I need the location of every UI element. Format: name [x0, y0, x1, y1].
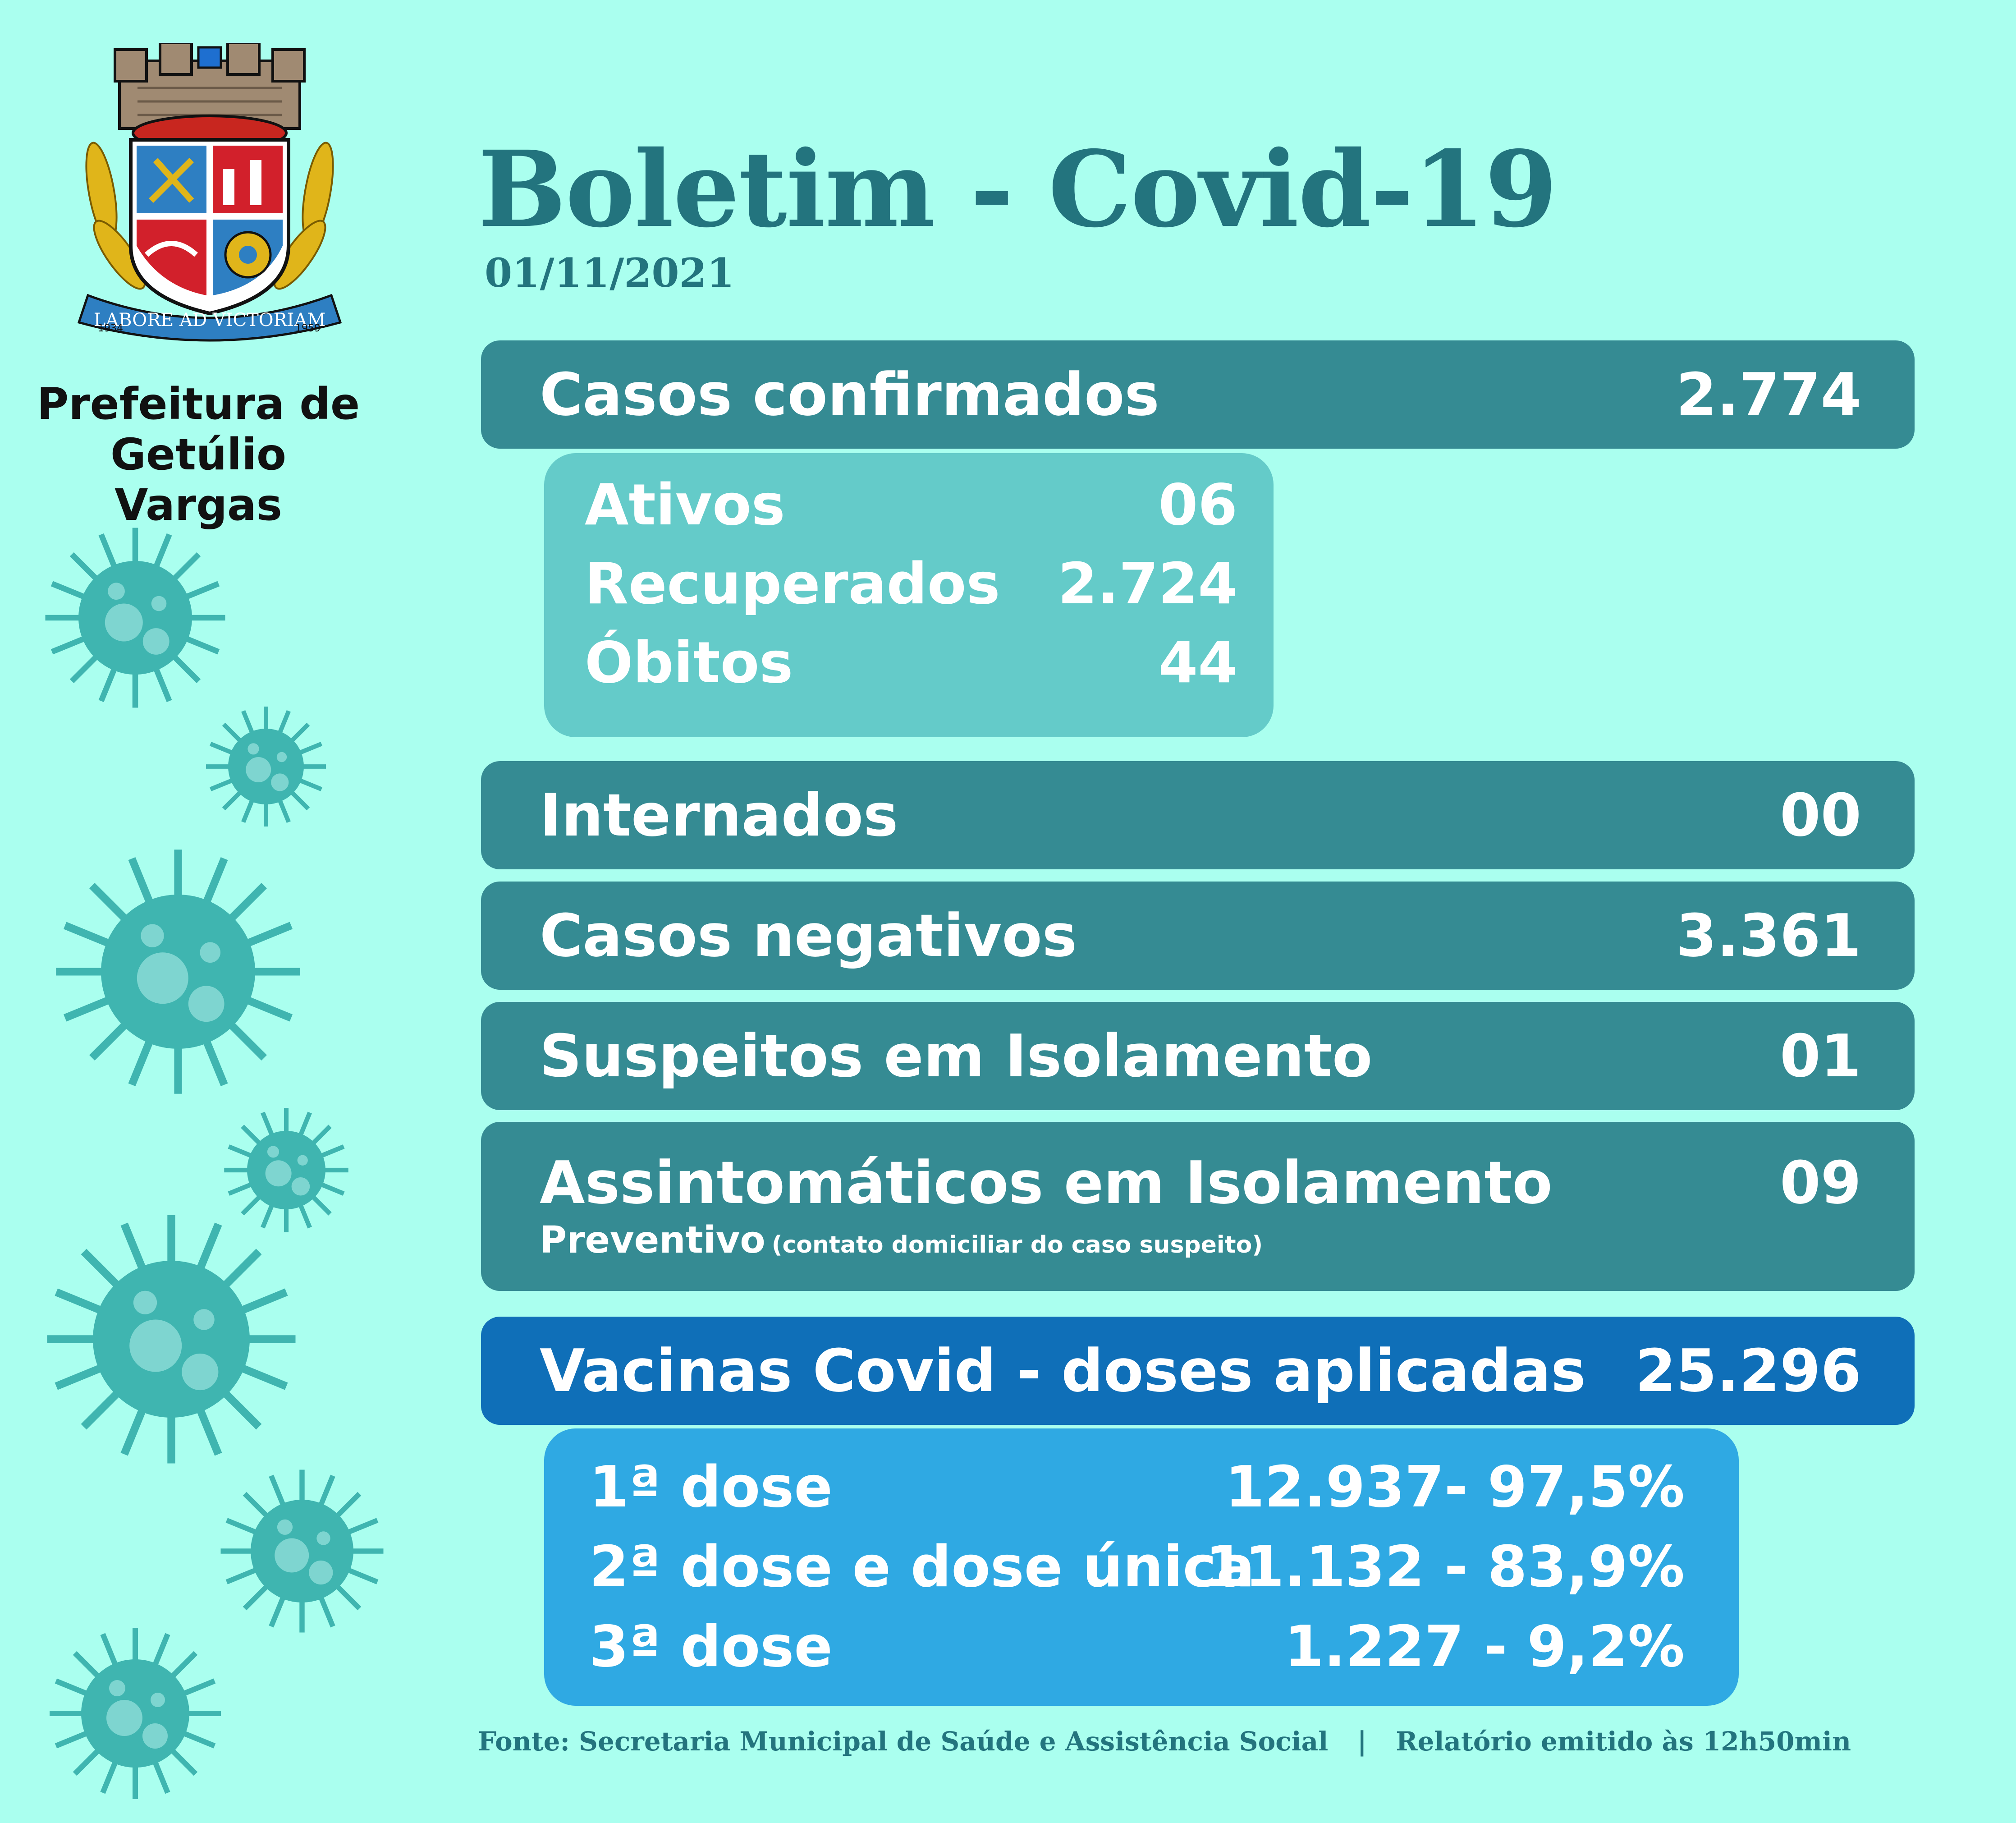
bulletin-date: 01/11/2021: [485, 250, 734, 295]
dose1-label: 1ª dose: [589, 1453, 833, 1521]
active-value: 06: [1159, 471, 1237, 539]
vaccines-label: Vacinas Covid - doses aplicadas: [540, 1337, 1586, 1405]
hospitalized-label: Internados: [540, 781, 898, 849]
vaccines-bar: Vacinas Covid - doses aplicadas 25.296: [481, 1317, 1915, 1425]
asymptomatic-isolation-label: Assintomáticos em Isolamento: [540, 1149, 1553, 1217]
dose2-label: 2ª dose e dose única: [589, 1533, 1255, 1601]
virus-icon: [41, 523, 230, 712]
suspected-isolation-value: 01: [1780, 1022, 1861, 1090]
hospitalized-bar: Internados 00: [481, 761, 1915, 869]
cases-breakdown-panel: Ativos 06 Recuperados 2.724 Óbitos 44: [544, 453, 1274, 737]
asymptomatic-isolation-value: 09: [1780, 1149, 1861, 1217]
virus-icon: [41, 1208, 302, 1470]
suspected-isolation-bar: Suspeitos em Isolamento 01: [481, 1002, 1915, 1110]
virus-icon: [203, 703, 329, 830]
vaccines-value: 25.296: [1635, 1337, 1861, 1405]
recovered-label: Recuperados: [585, 550, 1000, 618]
suspected-isolation-label: Suspeitos em Isolamento: [540, 1022, 1372, 1090]
dose3-label: 3ª dose: [589, 1613, 833, 1681]
negative-cases-value: 3.361: [1676, 902, 1861, 969]
preventive-note: (contato domiciliar do caso suspeito): [772, 1231, 1263, 1258]
shield-icon: [131, 140, 289, 313]
active-label: Ativos: [585, 471, 785, 539]
page-title: Boletim - Covid-19: [478, 133, 1557, 246]
dose1-value: 12.937- 97,5%: [1225, 1453, 1685, 1521]
virus-icon: [50, 843, 307, 1100]
negative-cases-label: Casos negativos: [540, 902, 1077, 969]
confirmed-cases-value: 2.774: [1676, 361, 1861, 428]
confirmed-cases-label: Casos confirmados: [540, 361, 1159, 428]
deaths-value: 44: [1159, 629, 1237, 697]
crest-year-left: 1934: [98, 323, 123, 334]
hospitalized-value: 00: [1780, 781, 1861, 849]
asymptomatic-sub: Preventivo (contato domiciliar do caso su…: [540, 1220, 1263, 1265]
dose2-value: 11.132 - 83,9%: [1205, 1533, 1685, 1601]
deaths-label: Óbitos: [585, 629, 793, 697]
footer-source: Fonte: Secretaria Municipal de Saúde e A…: [478, 1726, 1328, 1757]
dose3-value: 1.227 - 9,2%: [1284, 1613, 1685, 1681]
vaccine-doses-panel: 1ª dose 12.937- 97,5% 2ª dose e dose úni…: [544, 1428, 1739, 1706]
footer-separator: |: [1328, 1723, 1396, 1759]
virus-icon: [216, 1465, 388, 1637]
asymptomatic-isolation-bar: Assintomáticos em Isolamento 09 Preventi…: [481, 1122, 1915, 1291]
city-name: Prefeitura de Getúlio Vargas: [27, 379, 370, 530]
crown-icon: [115, 43, 304, 150]
crest-year-right: 1959: [295, 323, 321, 334]
city-name-line2: Getúlio Vargas: [27, 429, 370, 530]
recovered-value: 2.724: [1058, 550, 1237, 618]
footer-report-time: Relatório emitido às 12h50min: [1396, 1726, 1851, 1757]
city-name-line1: Prefeitura de: [27, 379, 370, 429]
negative-cases-bar: Casos negativos 3.361: [481, 882, 1915, 990]
preventive-label: Preventivo: [540, 1219, 765, 1262]
crest-motto: LABORE AD VICTORIAM: [94, 310, 326, 331]
footer: Fonte: Secretaria Municipal de Saúde e A…: [478, 1723, 1893, 1759]
virus-icon: [45, 1623, 225, 1804]
confirmed-cases-bar: Casos confirmados 2.774: [481, 340, 1915, 449]
municipal-crest-logo: LABORE AD VICTORIAM 1934 1959: [70, 43, 349, 349]
